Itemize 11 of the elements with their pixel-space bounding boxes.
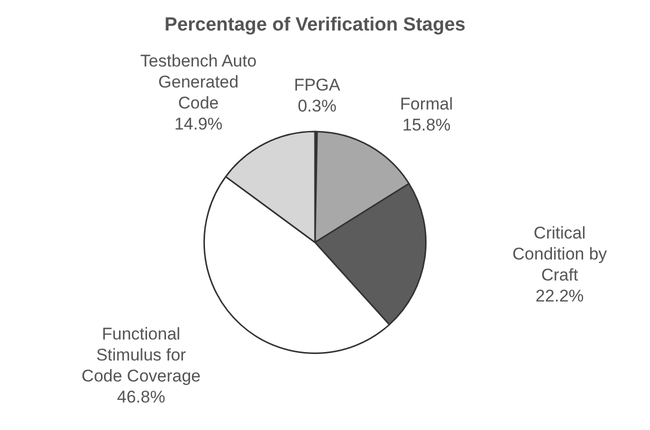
slice-label: Formal — [400, 94, 453, 114]
data-label: 22.2% — [536, 286, 584, 306]
slice-label: Critical Condition by Craft — [512, 224, 608, 285]
slice-label: Testbench Auto Generated Code — [140, 52, 257, 113]
data-label: 14.9% — [174, 114, 223, 134]
data-label: 15.8% — [402, 116, 451, 135]
slice-label: FPGA — [294, 76, 341, 95]
chart-title: Percentage of Verification Stages — [164, 14, 466, 36]
data-label: 46.8% — [116, 387, 166, 406]
data-label: 0.3% — [298, 96, 336, 116]
slice-label: Functional Stimulus for Code Coverage — [82, 324, 201, 386]
